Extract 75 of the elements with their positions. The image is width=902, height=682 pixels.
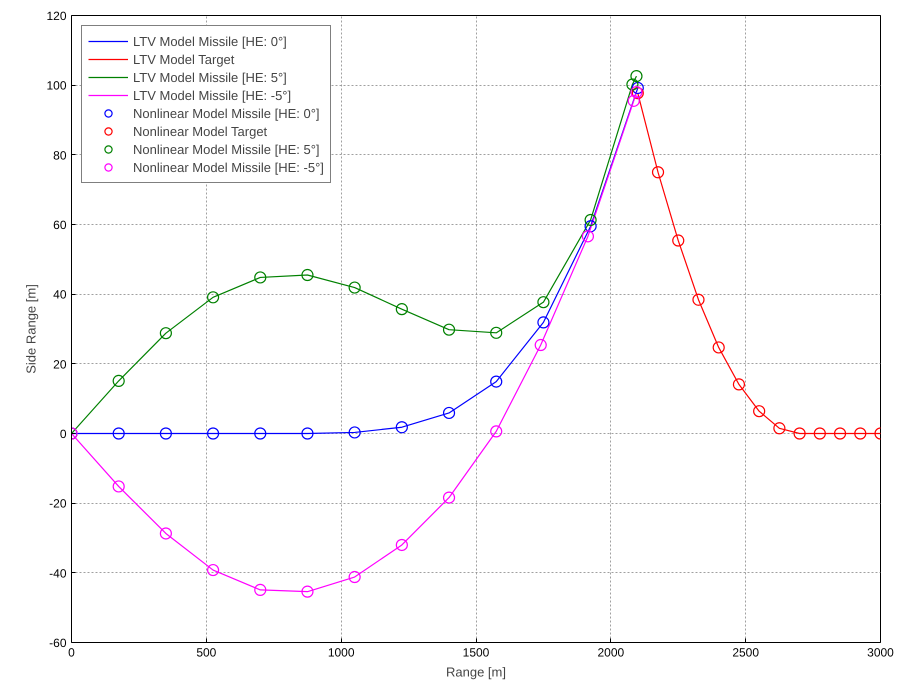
legend-label: Nonlinear Model Missile [HE: 5°] xyxy=(133,140,320,158)
point xyxy=(753,405,766,418)
y-tick-label: -40 xyxy=(49,566,67,580)
legend-label: LTV Model Missile [HE: 5°] xyxy=(133,68,287,86)
x-axis-title: Range [m] xyxy=(446,664,506,680)
legend-label: Nonlinear Model Missile [HE: -5°] xyxy=(133,158,324,176)
point xyxy=(301,268,314,282)
point xyxy=(626,78,639,91)
point xyxy=(112,374,125,387)
y-tick-label: 60 xyxy=(53,218,67,232)
point xyxy=(712,341,725,354)
legend-label: LTV Model Missile [HE: 0°] xyxy=(133,32,287,50)
point xyxy=(652,166,664,178)
point xyxy=(348,281,361,294)
point xyxy=(254,584,266,596)
point xyxy=(814,427,826,440)
legend-label: LTV Model Target xyxy=(133,50,234,68)
point xyxy=(630,70,643,82)
point xyxy=(301,427,314,440)
point xyxy=(442,492,456,504)
point xyxy=(854,427,866,440)
point xyxy=(537,296,550,308)
point xyxy=(773,422,786,434)
point xyxy=(672,234,684,247)
x-tick-label: 0 xyxy=(68,646,76,660)
point xyxy=(442,406,456,420)
y-tick-label: -60 xyxy=(49,636,67,650)
y-tick-label: 20 xyxy=(53,357,67,372)
point xyxy=(628,94,640,107)
point xyxy=(632,82,644,94)
point xyxy=(396,421,408,434)
x-tick-label: 500 xyxy=(196,646,217,660)
point xyxy=(348,426,361,439)
x-tick-label: 1000 xyxy=(328,646,355,660)
y-tick-label: 80 xyxy=(53,148,67,162)
point xyxy=(348,570,361,584)
point xyxy=(534,338,547,352)
x-tick-label: 2500 xyxy=(732,646,760,660)
legend-label: Nonlinear Model Target xyxy=(133,122,268,140)
point xyxy=(732,378,746,390)
point xyxy=(490,425,502,438)
point xyxy=(537,316,550,328)
point xyxy=(254,427,266,440)
point xyxy=(396,538,408,552)
point xyxy=(396,303,408,316)
y-tick-label: -20 xyxy=(49,496,67,511)
x-tick-label: 2000 xyxy=(597,646,625,660)
point xyxy=(206,564,220,576)
point xyxy=(301,586,314,598)
point xyxy=(112,480,125,493)
point xyxy=(582,230,594,242)
point xyxy=(794,427,806,440)
point xyxy=(584,214,597,226)
point xyxy=(254,271,266,284)
legend-label: Nonlinear Model Missile [HE: 0°] xyxy=(133,104,320,122)
point xyxy=(160,427,172,440)
point xyxy=(160,527,172,540)
point xyxy=(160,327,172,340)
point xyxy=(206,427,220,440)
point xyxy=(442,324,456,336)
point xyxy=(834,427,846,440)
x-tick-label: 3000 xyxy=(867,646,894,660)
point xyxy=(206,291,220,304)
y-tick-label: 0 xyxy=(60,427,67,441)
point xyxy=(490,376,502,388)
y-tick-label: 120 xyxy=(46,9,67,23)
point xyxy=(584,220,597,232)
y-tick-label: 100 xyxy=(46,78,67,93)
y-axis-title: Side Range [m] xyxy=(23,284,38,374)
point xyxy=(490,326,502,339)
x-tick-label: 1500 xyxy=(462,646,490,660)
legend-label: LTV Model Missile [HE: -5°] xyxy=(133,86,292,104)
y-tick-label: 40 xyxy=(53,288,67,302)
point xyxy=(112,427,125,440)
point xyxy=(692,294,705,306)
